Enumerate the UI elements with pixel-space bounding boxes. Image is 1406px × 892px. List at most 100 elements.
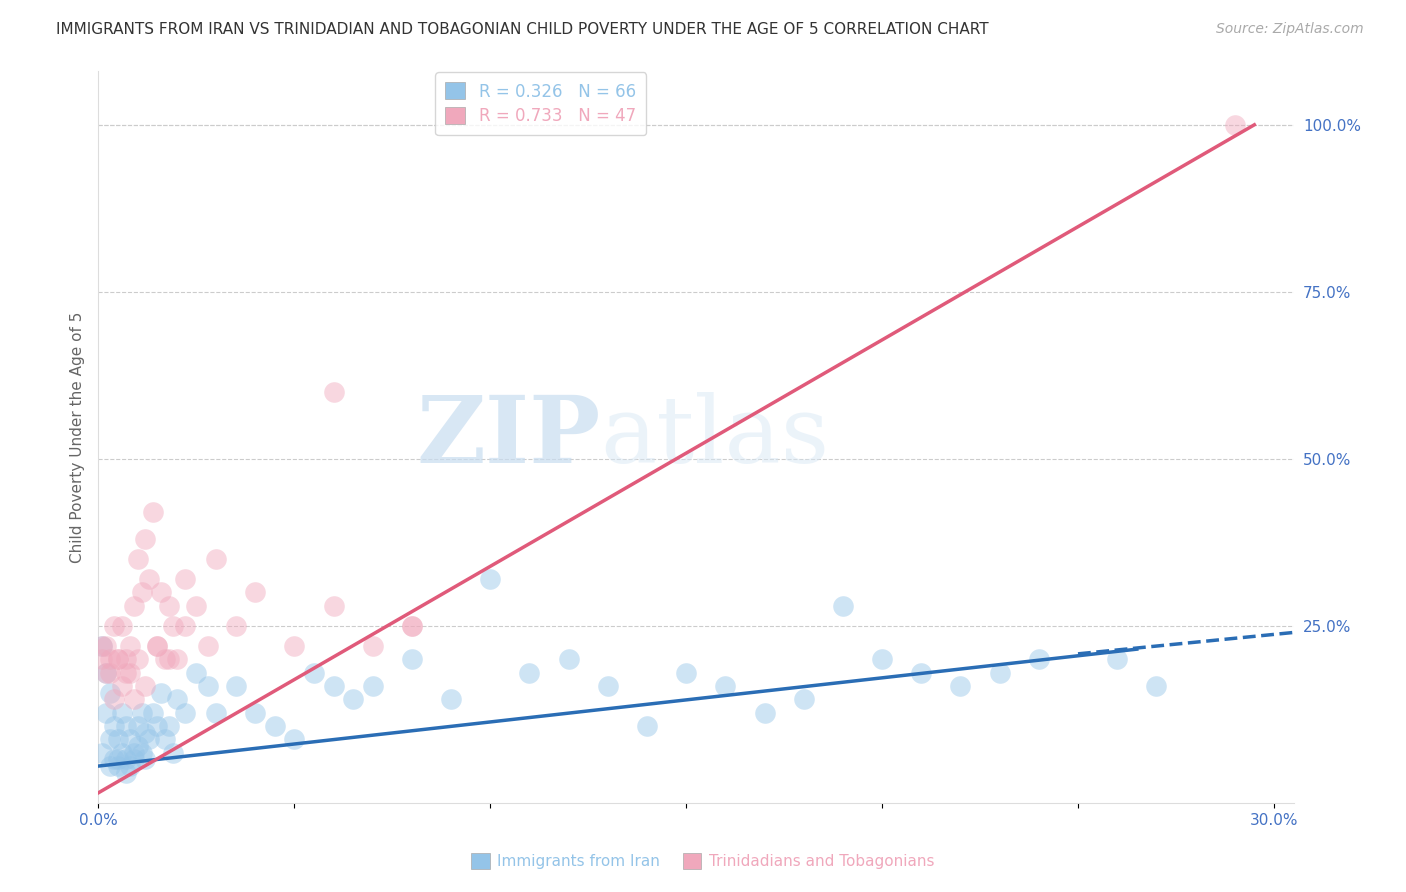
Point	[197, 679, 219, 693]
Point	[197, 639, 219, 653]
Point	[157, 652, 180, 666]
Point	[205, 706, 228, 720]
Point	[519, 665, 541, 680]
Point	[243, 585, 266, 599]
Point	[988, 665, 1011, 680]
Point	[134, 679, 156, 693]
Legend: Immigrants from Iran, Trinidadians and Tobagonians: Immigrants from Iran, Trinidadians and T…	[465, 847, 941, 875]
Point	[401, 619, 423, 633]
Point	[342, 692, 364, 706]
Point	[283, 639, 305, 653]
Point	[111, 679, 134, 693]
Point	[832, 599, 855, 613]
Point	[322, 384, 344, 399]
Point	[793, 692, 815, 706]
Point	[127, 652, 149, 666]
Point	[115, 719, 138, 733]
Point	[107, 652, 129, 666]
Point	[173, 572, 195, 586]
Point	[96, 665, 118, 680]
Point	[103, 692, 125, 706]
Point	[107, 652, 129, 666]
Point	[714, 679, 737, 693]
Point	[150, 585, 173, 599]
Point	[596, 679, 619, 693]
Point	[225, 679, 247, 693]
Point	[401, 652, 423, 666]
Y-axis label: Child Poverty Under the Age of 5: Child Poverty Under the Age of 5	[69, 311, 84, 563]
Point	[98, 759, 121, 773]
Point	[127, 719, 149, 733]
Point	[675, 665, 697, 680]
Point	[146, 719, 169, 733]
Point	[949, 679, 972, 693]
Point	[153, 652, 176, 666]
Point	[96, 639, 118, 653]
Point	[1223, 118, 1246, 132]
Point	[166, 652, 188, 666]
Point	[146, 639, 169, 653]
Point	[131, 706, 153, 720]
Point	[283, 732, 305, 747]
Point	[302, 665, 325, 680]
Text: ZIP: ZIP	[416, 392, 600, 482]
Point	[138, 572, 160, 586]
Point	[111, 746, 134, 760]
Point	[263, 719, 285, 733]
Point	[115, 765, 138, 780]
Text: Source: ZipAtlas.com: Source: ZipAtlas.com	[1216, 22, 1364, 37]
Point	[134, 752, 156, 766]
Point	[91, 639, 114, 653]
Point	[146, 639, 169, 653]
Point	[107, 752, 129, 766]
Point	[131, 585, 153, 599]
Point	[479, 572, 502, 586]
Point	[103, 752, 125, 766]
Point	[153, 732, 176, 747]
Point	[142, 706, 165, 720]
Point	[636, 719, 658, 733]
Point	[91, 746, 114, 760]
Point	[440, 692, 463, 706]
Point	[322, 679, 344, 693]
Point	[98, 732, 121, 747]
Point	[754, 706, 776, 720]
Point	[870, 652, 893, 666]
Point	[107, 759, 129, 773]
Point	[98, 685, 121, 699]
Point	[401, 619, 423, 633]
Point	[103, 619, 125, 633]
Point	[91, 639, 114, 653]
Point	[157, 719, 180, 733]
Point	[162, 746, 184, 760]
Point	[122, 599, 145, 613]
Point	[107, 732, 129, 747]
Point	[157, 599, 180, 613]
Point	[166, 692, 188, 706]
Point	[115, 665, 138, 680]
Point	[91, 652, 114, 666]
Point	[1144, 679, 1167, 693]
Point	[111, 619, 134, 633]
Point	[186, 665, 208, 680]
Point	[557, 652, 579, 666]
Text: atlas: atlas	[600, 392, 830, 482]
Point	[118, 759, 141, 773]
Point	[115, 752, 138, 766]
Point	[118, 665, 141, 680]
Point	[122, 746, 145, 760]
Text: IMMIGRANTS FROM IRAN VS TRINIDADIAN AND TOBAGONIAN CHILD POVERTY UNDER THE AGE O: IMMIGRANTS FROM IRAN VS TRINIDADIAN AND …	[56, 22, 988, 37]
Point	[115, 652, 138, 666]
Point	[127, 552, 149, 566]
Point	[162, 619, 184, 633]
Point	[142, 505, 165, 519]
Point	[322, 599, 344, 613]
Point	[98, 665, 121, 680]
Point	[173, 706, 195, 720]
Point	[96, 706, 118, 720]
Point	[361, 679, 384, 693]
Point	[186, 599, 208, 613]
Point	[910, 665, 932, 680]
Point	[103, 719, 125, 733]
Point	[225, 619, 247, 633]
